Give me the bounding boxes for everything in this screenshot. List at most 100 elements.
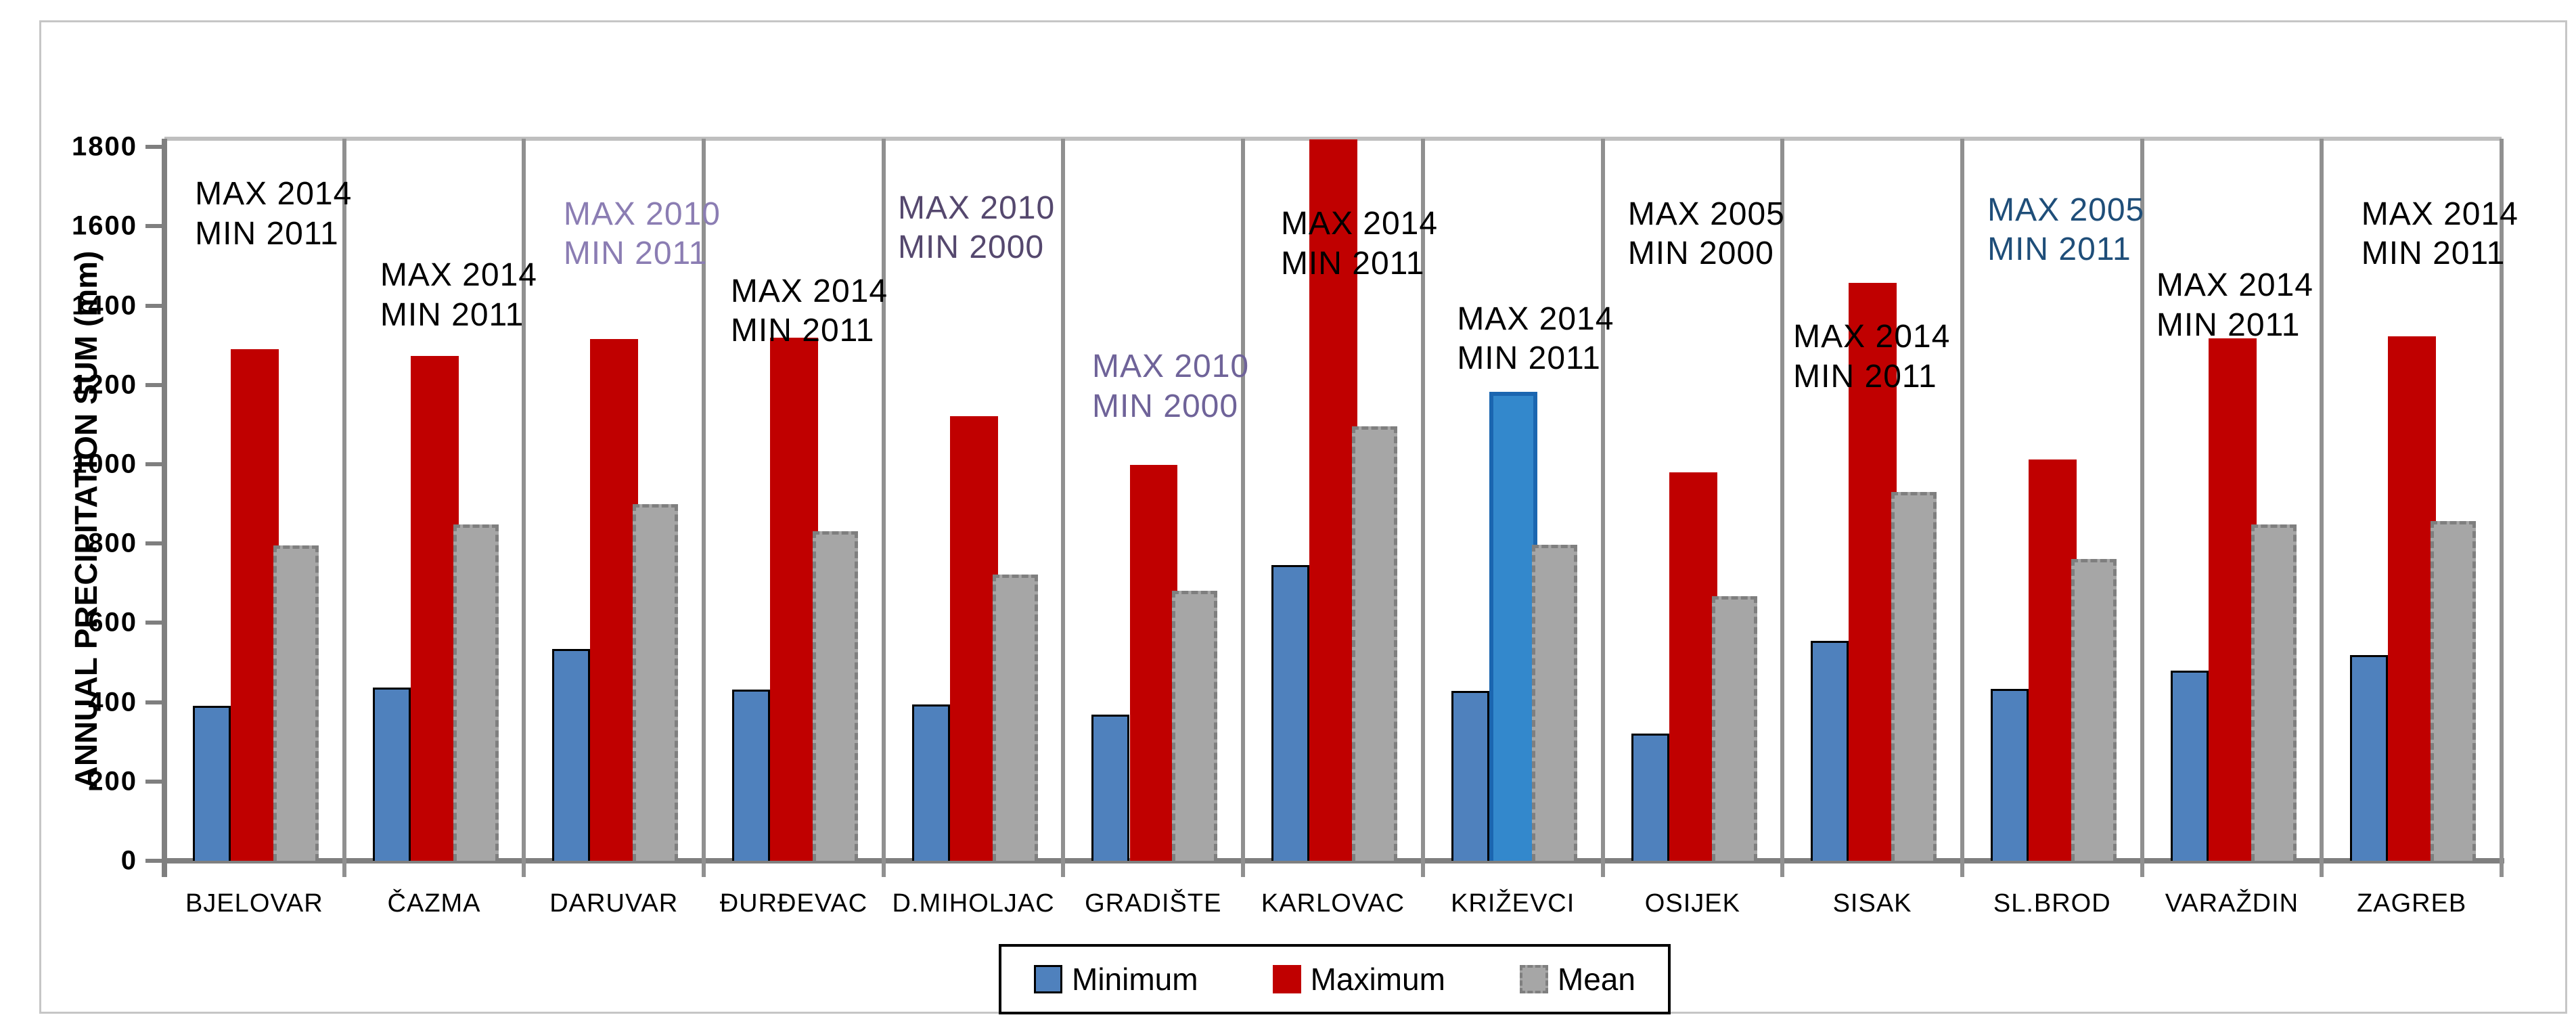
annotation-daruvar: MAX 2010 MIN 2011 (564, 195, 721, 274)
bar-maximum-osijek (1669, 472, 1717, 861)
group-separator (1420, 139, 1425, 877)
minimum-swatch-icon (1034, 965, 1062, 993)
bar-maximum-d-miholjac (949, 416, 998, 861)
annotation-line: MAX 2014 (1280, 206, 1439, 242)
y-tick-label: 800 (88, 528, 137, 558)
bar-mean-gradi-te (1172, 590, 1218, 861)
annotation-line: MIN 2011 (1987, 231, 2131, 268)
legend-item-minimum: Minimum (1034, 961, 1198, 997)
bar-maximum-vara-din (2208, 338, 2257, 861)
y-tick-label: 1800 (72, 131, 137, 162)
bar-mean-bjelovar (273, 545, 319, 861)
x-axis-label-gradi-te: GRADIŠTE (1085, 889, 1222, 918)
x-axis-label-kri-evci: KRIŽEVCI (1451, 889, 1575, 918)
annotation-line: MAX 2014 (380, 257, 537, 294)
bar-mean--azma (453, 524, 499, 861)
bar-mean-osijek (1711, 596, 1757, 861)
annotation-line: MIN 2011 (2156, 307, 2301, 343)
annotation-line: MIN 2011 (1280, 245, 1425, 282)
legend-label-mean: Mean (1557, 962, 1635, 997)
y-tick-label: 400 (88, 687, 137, 717)
bar-maximum-sl-brod (2028, 459, 2077, 861)
group-separator (522, 139, 526, 877)
y-tick-mark (145, 621, 163, 625)
bar-minimum-karlovac (1271, 564, 1310, 861)
bar-minimum--azma (372, 687, 411, 861)
mean-swatch-icon (1519, 965, 1548, 993)
y-tick-mark (145, 779, 163, 784)
x-axis-label-d-miholjac: D.MIHOLJAC (892, 889, 1055, 918)
group-separator (2140, 139, 2144, 877)
annotation-zagreb: MAX 2014 MIN 2011 (2362, 195, 2518, 274)
bar-minimum-osijek (1631, 734, 1669, 861)
annotation-line: MAX 2010 (1091, 349, 1250, 385)
group-separator (702, 139, 706, 877)
x-axis-label-daruvar: DARUVAR (549, 889, 679, 918)
annotation--ur-evac: MAX 2014 MIN 2011 (731, 272, 888, 351)
bar-minimum-d-miholjac (911, 704, 950, 861)
y-tick-label: 200 (88, 766, 137, 797)
x-axis-label--azma: ČAZMA (387, 889, 481, 918)
annotation-sl-brod: MAX 2005 MIN 2011 (1987, 191, 2144, 270)
legend-box: Minimum Maximum Mean (999, 944, 1671, 1014)
y-tick-label: 1600 (72, 210, 137, 241)
annotation-karlovac: MAX 2014 MIN 2011 (1281, 204, 1438, 284)
y-tick-mark (145, 462, 163, 467)
annotation-gradi-te: MAX 2010 MIN 2000 (1092, 347, 1249, 426)
y-tick-mark (145, 382, 163, 387)
annotation-line: MAX 2005 (1627, 196, 1785, 232)
bar-mean-kri-evci (1531, 545, 1577, 861)
bar-minimum-zagreb (2350, 655, 2389, 861)
bar-maximum-kri-evci (1489, 391, 1537, 861)
bar-minimum-daruvar (552, 649, 591, 861)
bar-minimum-sisak (1811, 640, 1849, 861)
legend-item-maximum: Maximum (1272, 961, 1445, 997)
y-tick-mark (145, 145, 163, 150)
annotation--azma: MAX 2014 MIN 2011 (380, 256, 537, 335)
annotation-bjelovar: MAX 2014 MIN 2011 (195, 175, 352, 254)
plot-top-border (164, 137, 2502, 141)
y-axis-line (162, 139, 167, 877)
y-tick-label: 0 (120, 845, 137, 876)
x-axis-label-sl-brod: SL.BROD (1993, 889, 2111, 918)
group-separator (1600, 139, 1605, 877)
x-axis-label-osijek: OSIJEK (1644, 889, 1740, 918)
bar-mean--ur-evac (813, 531, 859, 861)
annotation-vara-din: MAX 2014 MIN 2011 (2156, 266, 2313, 345)
x-axis-label-sisak: SISAK (1832, 889, 1912, 918)
x-axis-label--ur-evac: ĐURĐEVAC (719, 889, 868, 918)
annotation-line: MAX 2014 (2156, 267, 2313, 304)
annotation-line: MIN 2011 (563, 235, 708, 272)
group-separator (1780, 139, 1785, 877)
bar-minimum-bjelovar (192, 706, 231, 861)
y-tick-label: 1200 (72, 369, 137, 400)
bar-mean-zagreb (2431, 520, 2477, 861)
x-axis-label-bjelovar: BJELOVAR (185, 889, 323, 918)
group-separator (881, 139, 886, 877)
annotation-line: MAX 2010 (898, 189, 1056, 226)
annotation-line: MIN 2011 (1457, 340, 1601, 377)
figure-border: ANNUAL PRECIPITATION SUM (mm) 0 200 400 600… (39, 20, 2567, 1014)
y-tick-mark (145, 303, 163, 308)
x-axis-label-karlovac: KARLOVAC (1261, 889, 1405, 918)
annotation-line: MIN 2011 (195, 215, 339, 252)
annotation-line: MIN 2000 (1091, 388, 1239, 424)
annotation-line: MIN 2011 (380, 296, 524, 333)
annotation-line: MIN 2000 (1627, 235, 1774, 272)
annotation-line: MAX 2010 (563, 196, 721, 232)
y-tick-label: 1000 (72, 449, 137, 479)
y-tick-mark (145, 859, 163, 863)
annotation-line: MIN 2011 (2361, 235, 2506, 272)
annotation-line: MIN 2011 (730, 313, 875, 349)
annotation-osijek: MAX 2005 MIN 2000 (1628, 195, 1785, 274)
y-tick-mark (145, 700, 163, 704)
bar-maximum--ur-evac (770, 337, 819, 861)
group-separator (2320, 139, 2324, 877)
bar-mean-sl-brod (2071, 558, 2117, 861)
legend-label-maximum: Maximum (1310, 962, 1445, 997)
bar-mean-sisak (1891, 492, 1937, 861)
annotation-line: MAX 2005 (1987, 192, 2145, 228)
x-axis-label-vara-din: VARAŽDIN (2165, 889, 2299, 918)
bar-minimum-vara-din (2170, 670, 2209, 861)
